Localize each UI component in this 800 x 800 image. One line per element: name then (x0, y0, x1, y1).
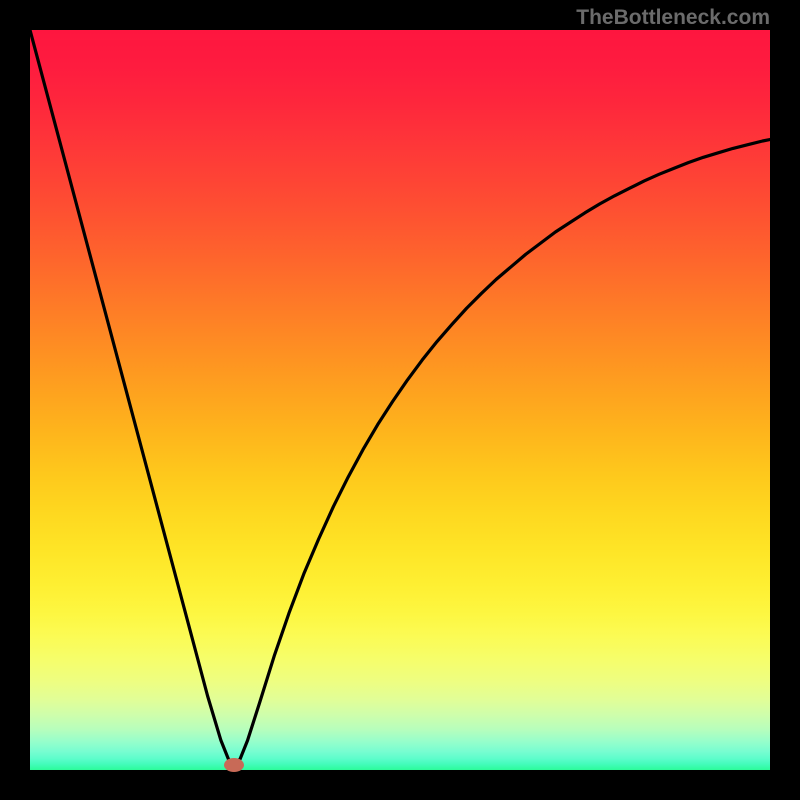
chart-container: TheBottleneck.com (0, 0, 800, 800)
optimum-marker (224, 758, 244, 772)
watermark-text: TheBottleneck.com (576, 6, 770, 30)
plot-area (30, 30, 770, 770)
curve-svg (30, 30, 770, 770)
bottleneck-curve (30, 30, 770, 765)
